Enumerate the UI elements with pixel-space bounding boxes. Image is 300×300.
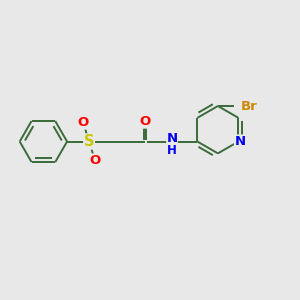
Text: N: N — [167, 132, 178, 145]
Text: H: H — [167, 144, 177, 157]
Text: N: N — [235, 135, 246, 148]
Text: O: O — [139, 116, 151, 128]
Text: O: O — [77, 116, 88, 129]
Text: S: S — [84, 134, 94, 149]
Text: Br: Br — [241, 100, 258, 112]
Text: O: O — [89, 154, 101, 167]
